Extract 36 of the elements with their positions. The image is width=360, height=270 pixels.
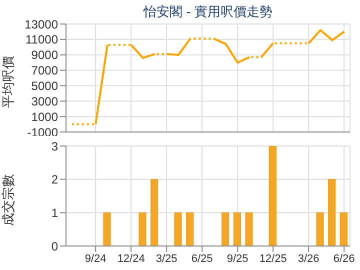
y-tick-label: 3: [51, 139, 58, 154]
bar: [316, 212, 324, 246]
x-tick-label: 9/24: [84, 252, 106, 265]
bar: [340, 212, 348, 246]
x-tick-label: 3/26: [298, 252, 320, 265]
y-tick-label: 3000: [31, 94, 58, 108]
y-axis-title: 平均呎價: [0, 56, 16, 108]
y-tick-label: 0: [51, 239, 58, 254]
bar: [268, 146, 276, 246]
x-tick-label: 3/25: [156, 252, 178, 265]
y-tick-label: 5000: [31, 78, 58, 93]
y-tick-label: 11000: [26, 32, 58, 47]
bar: [233, 212, 241, 246]
y-tick-label: 2: [51, 172, 58, 187]
y-tick-label: 7000: [31, 64, 58, 78]
bar: [103, 212, 111, 246]
line-series: [212, 38, 250, 64]
x-tick-label: 9/25: [226, 252, 248, 265]
x-tick-label: 12/25: [259, 252, 287, 265]
bar: [174, 212, 182, 246]
x-tick-label: 6/26: [333, 252, 355, 265]
y-tick-label: -1000: [27, 125, 58, 140]
y-axis-title: 成交宗數: [0, 174, 16, 226]
y-tick-label: 1: [51, 206, 58, 220]
x-tick-label: 6/25: [191, 252, 213, 265]
bar: [150, 179, 158, 246]
y-tick-label: 13000: [24, 17, 58, 32]
bar: [222, 212, 230, 246]
chart-title: 怡安閣 - 實用呎價走勢: [142, 3, 274, 21]
bar: [328, 179, 336, 246]
bar: [138, 212, 146, 246]
x-tick-label: 12/24: [117, 252, 145, 265]
y-tick-label: 9000: [31, 48, 58, 62]
y-tick-label: 1000: [31, 110, 58, 124]
bar: [245, 212, 253, 246]
bar: [186, 212, 194, 246]
